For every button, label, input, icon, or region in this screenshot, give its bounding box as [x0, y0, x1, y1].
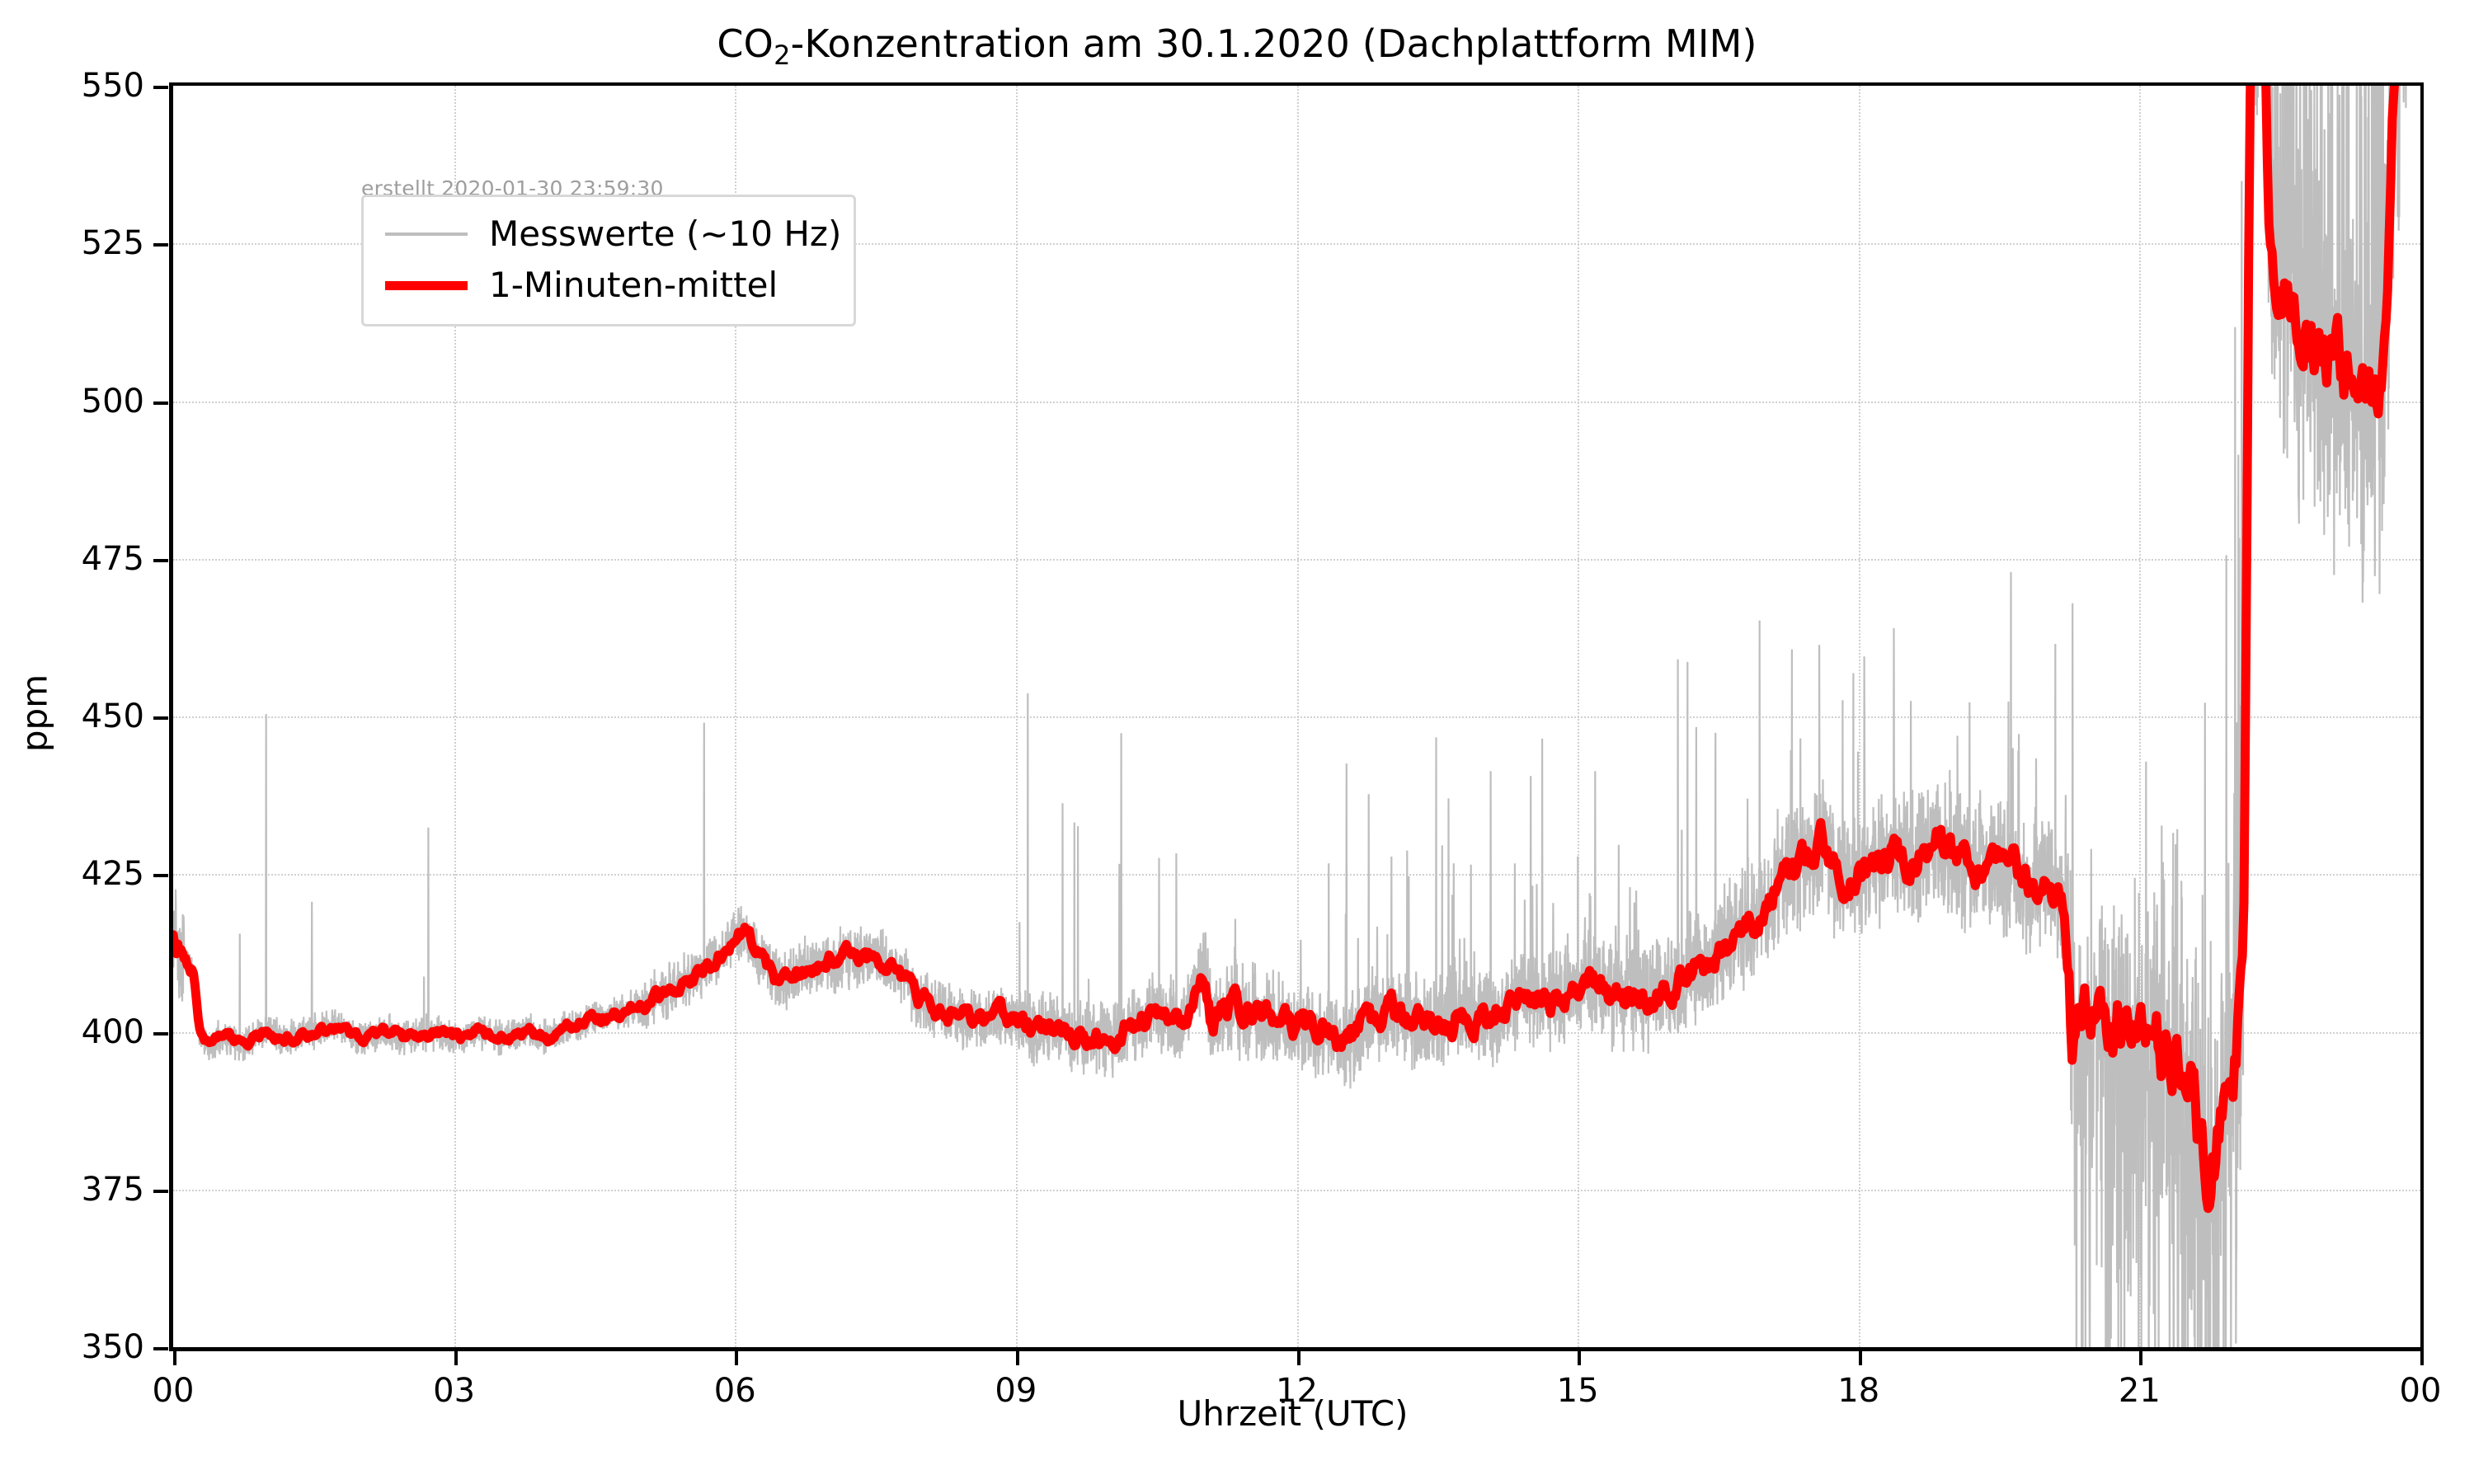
y-axis-tick-label: 350 [81, 1328, 144, 1366]
gridline-vertical [2139, 86, 2142, 1347]
x-axis-tick-label: 18 [1837, 1372, 1880, 1410]
x-axis-tick-label: 00 [2399, 1372, 2442, 1410]
y-axis-tick-label: 400 [81, 1012, 144, 1051]
y-axis-tick [153, 86, 168, 89]
y-axis-tick-label: 425 [81, 855, 144, 894]
y-axis-tick-label: 450 [81, 697, 144, 735]
legend-label-minutenmittel: 1-Minuten-mittel [489, 265, 778, 305]
legend-swatch-red [385, 280, 468, 290]
plot-area: 350 375 400 425 450 475 500 525 550 00 03 06 09 12 15 1… [82, 67, 2442, 1410]
legend-label-messwerte: Messwerte (~10 Hz) [489, 214, 842, 254]
series-1-minuten-mittel [173, 86, 2399, 1214]
x-axis-tick [454, 1350, 458, 1365]
x-axis-tick [1015, 1350, 1019, 1365]
y-axis-tick [153, 1189, 168, 1193]
x-axis-tick-label: 03 [433, 1372, 476, 1410]
gridline-vertical [1296, 86, 1299, 1347]
title-rest: -Konzentration am 30.1.2020 (Dachplattfo… [790, 21, 1757, 66]
x-axis-tick [173, 1350, 176, 1365]
x-axis-tick-label: 09 [995, 1372, 1037, 1410]
title-co: CO [717, 21, 774, 66]
x-axis-tick [2139, 1350, 2143, 1365]
y-axis-tick-label: 500 [81, 382, 144, 420]
legend-item-minutenmittel[interactable]: 1-Minuten-mittel [364, 260, 854, 311]
x-axis-tick-label: 21 [2118, 1372, 2161, 1410]
y-axis-tick [153, 558, 168, 562]
x-axis-tick [2420, 1350, 2424, 1365]
x-axis-tick-label: 06 [713, 1372, 756, 1410]
x-axis-tick-label: 15 [1556, 1372, 1599, 1410]
y-axis-tick-label: 375 [81, 1170, 144, 1209]
page-title: CO2-Konzentration am 30.1.2020 (Dachplat… [0, 21, 2474, 71]
y-axis-tick-label: 475 [81, 539, 144, 578]
x-axis-tick [1858, 1350, 1862, 1365]
x-axis-tick [1578, 1350, 1582, 1365]
y-axis-tick [153, 716, 168, 720]
x-axis-label: Uhrzeit (UTC) [1177, 1393, 1409, 1434]
gridline-vertical [735, 86, 737, 1347]
x-axis-tick-label: 00 [152, 1372, 195, 1410]
y-axis-label: ppm [14, 674, 55, 753]
title-subscript: 2 [774, 40, 791, 71]
y-axis-tick [153, 874, 168, 878]
legend-item-messwerte[interactable]: Messwerte (~10 Hz) [364, 209, 854, 260]
x-axis-tick [1296, 1350, 1300, 1365]
x-axis-tick-label: 12 [1276, 1372, 1318, 1410]
chart-legend: Messwerte (~10 Hz) 1-Minuten-mittel [361, 195, 856, 326]
gridline-vertical [1858, 86, 1860, 1347]
y-axis-tick-label: 550 [81, 67, 144, 105]
gridline-vertical [1015, 86, 1018, 1347]
y-axis-tick [153, 401, 168, 405]
y-axis-tick [153, 1347, 168, 1350]
x-axis-tick [735, 1350, 739, 1365]
y-axis-tick-label: 525 [81, 224, 144, 263]
y-axis-tick [153, 1031, 168, 1036]
gridline-vertical [454, 86, 456, 1347]
gridline-vertical [1578, 86, 1580, 1347]
data-layer [173, 86, 2420, 1347]
legend-swatch-gray [385, 232, 468, 236]
y-axis-tick [153, 243, 168, 247]
one-minute-mean-line [173, 86, 2399, 1214]
